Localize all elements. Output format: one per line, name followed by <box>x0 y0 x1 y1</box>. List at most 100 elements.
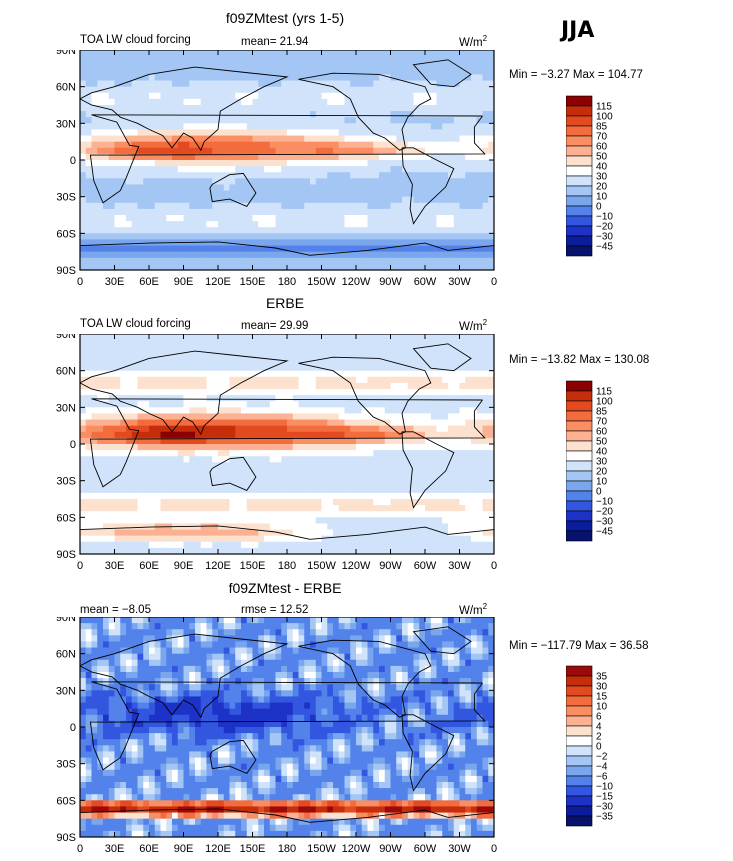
lat-label: 90N <box>56 334 76 341</box>
panel-minmax: Min = −117.79 Max = 36.58 <box>509 640 649 652</box>
lon-label: 120E <box>205 560 231 572</box>
colorbar-label: 100 <box>596 112 613 123</box>
colorbar-label: 70 <box>596 417 608 428</box>
coastline <box>298 72 432 151</box>
colorbar-label: 15 <box>596 692 608 703</box>
colorbar-swatch <box>566 460 593 472</box>
colorbar-label: 85 <box>596 122 608 133</box>
colorbar-label: 40 <box>596 162 608 173</box>
colorbar-label: 100 <box>596 397 613 408</box>
panel-center-label: mean= 21.94 <box>241 36 309 48</box>
lat-label: 30N <box>56 685 76 697</box>
colorbar-swatch <box>566 470 593 482</box>
colorbar-label: 85 <box>596 407 608 418</box>
colorbar-swatch <box>566 705 593 717</box>
colorbar-swatch <box>566 785 593 797</box>
colorbar-swatch <box>566 420 593 432</box>
colorbar-swatch <box>566 135 593 147</box>
colorbar-swatch <box>566 715 593 727</box>
lon-label: 120W <box>342 560 371 572</box>
colorbar-swatch <box>566 500 593 512</box>
lon-label: 30E <box>105 560 125 572</box>
colorbar-swatch <box>566 735 593 747</box>
lon-label: 180 <box>278 276 296 288</box>
colorbar-label: 20 <box>596 467 608 478</box>
colorbar-swatch <box>566 815 593 827</box>
colorbar-swatch <box>566 665 593 677</box>
colorbar-label: 10 <box>596 702 608 713</box>
coastline <box>412 343 472 372</box>
lat-label: 0 <box>70 722 76 734</box>
lon-label: 60E <box>139 843 159 855</box>
colorbar-swatch <box>566 205 593 217</box>
season-label: JJA <box>561 18 595 43</box>
colorbar-swatch <box>566 215 593 227</box>
coastline <box>89 114 486 204</box>
lon-label: 60W <box>414 560 437 572</box>
lon-label: 60E <box>139 276 159 288</box>
colorbar-label: 10 <box>596 477 608 488</box>
lat-label: 30S <box>56 759 76 771</box>
colorbar-swatch <box>566 685 593 697</box>
lon-label: 0 <box>77 843 83 855</box>
lon-label: 150W <box>307 843 336 855</box>
colorbar-swatch <box>566 145 593 157</box>
coastline <box>80 66 289 152</box>
colorbar-label: −6 <box>596 772 608 783</box>
lon-label: 150E <box>240 276 266 288</box>
colorbar-swatch <box>566 195 593 207</box>
lon-label: 0 <box>491 560 497 572</box>
coastline <box>80 525 494 540</box>
lon-label: 90W <box>379 843 402 855</box>
lon-label: 90W <box>379 276 402 288</box>
colorbar-swatch <box>566 125 593 137</box>
colorbar-label: 20 <box>596 182 608 193</box>
lon-label: 60W <box>414 843 437 855</box>
lon-label: 120W <box>342 276 371 288</box>
lon-label: 150W <box>307 276 336 288</box>
colorbar-label: 115 <box>596 387 612 398</box>
colorbar-label: 50 <box>596 152 608 163</box>
colorbar-label: 40 <box>596 447 608 458</box>
lon-label: 180 <box>278 560 296 572</box>
colorbar-label: 70 <box>596 132 608 143</box>
colorbar-swatch <box>566 530 593 542</box>
colorbar-label: 2 <box>596 732 602 743</box>
lat-label: 30N <box>56 402 76 414</box>
colorbar-swatch <box>566 245 593 257</box>
colorbar-swatch <box>566 400 593 412</box>
panel-units: W/m2 <box>459 602 488 617</box>
panel-minmax: Min = −13.82 Max = 130.08 <box>509 354 650 366</box>
colorbar-label: 6 <box>596 712 602 723</box>
colorbar-label: −30 <box>596 232 613 243</box>
panel-left-label: mean = −8.05 <box>80 604 151 616</box>
colorbar-swatch <box>566 520 593 532</box>
colorbar-label: −30 <box>596 517 613 528</box>
colorbar-swatch <box>566 155 593 167</box>
colorbar-label: 30 <box>596 457 608 468</box>
lon-label: 90E <box>174 560 194 572</box>
colorbar-swatch <box>566 755 593 767</box>
lat-label: 30N <box>56 118 76 130</box>
colorbar-swatch <box>566 115 593 127</box>
lon-label: 90W <box>379 560 402 572</box>
lon-label: 120E <box>205 276 231 288</box>
lon-label: 150E <box>240 560 266 572</box>
colorbar-swatch <box>566 380 593 392</box>
lon-label: 0 <box>77 276 83 288</box>
coastline <box>89 398 486 488</box>
panel-left-label: TOA LW cloud forcing <box>80 318 191 330</box>
colorbar-swatch <box>566 805 593 817</box>
lat-label: 0 <box>70 155 76 167</box>
coastline <box>298 639 432 718</box>
lat-label: 60N <box>56 366 76 378</box>
colorbar-label: −45 <box>596 242 613 253</box>
colorbar-swatch <box>566 675 593 687</box>
colorbar-swatch <box>566 105 593 117</box>
panel-title: f09ZMtest (yrs 1-5) <box>225 10 345 26</box>
lon-label: 30E <box>105 276 125 288</box>
